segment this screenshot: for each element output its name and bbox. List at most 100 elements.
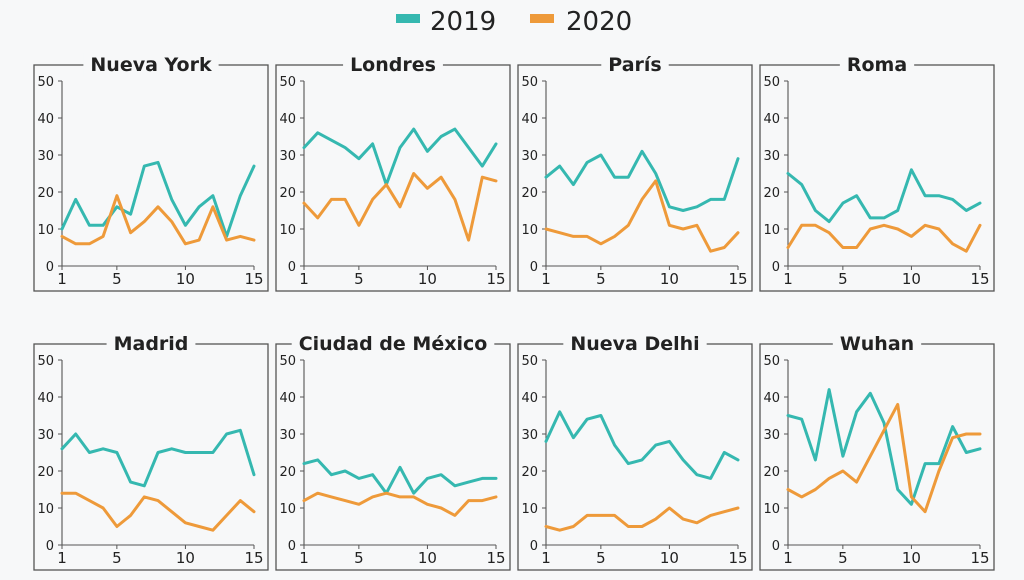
series-line-2019 xyxy=(302,127,498,187)
y-tick-label: 20 xyxy=(37,186,54,201)
x-tick-label: 15 xyxy=(244,549,263,567)
x-tick-label: 15 xyxy=(970,270,989,288)
y-tick-label: 10 xyxy=(279,223,296,238)
panel-frame xyxy=(517,64,753,292)
series-line-2020 xyxy=(60,491,256,532)
x-tick-label: 5 xyxy=(596,270,606,288)
panel-title-backdrop xyxy=(291,332,495,356)
panel-title: París xyxy=(608,54,661,76)
panel-frame xyxy=(759,343,995,571)
x-tick-label: 1 xyxy=(299,270,309,288)
legend-swatch xyxy=(530,14,554,23)
x-tick-label: 15 xyxy=(728,549,747,567)
x-tick-label: 15 xyxy=(244,270,263,288)
series-line-2020 xyxy=(60,194,256,246)
y-tick-label: 10 xyxy=(37,223,54,238)
y-tick-label: 0 xyxy=(288,260,296,275)
x-tick-label: 15 xyxy=(486,549,505,567)
y-tick-label: 40 xyxy=(37,112,54,127)
y-tick-label: 30 xyxy=(521,428,538,443)
panel-title: Wuhan xyxy=(840,333,914,355)
series-line-2019 xyxy=(60,428,256,488)
x-tick-label: 10 xyxy=(660,549,679,567)
x-tick-label: 1 xyxy=(541,549,551,567)
x-tick-label: 15 xyxy=(486,270,505,288)
legend-item: 2020 xyxy=(530,7,632,37)
y-tick-label: 20 xyxy=(521,186,538,201)
series-line-2019 xyxy=(786,168,982,224)
y-tick-label: 40 xyxy=(763,112,780,127)
panel-frame xyxy=(33,343,269,571)
x-tick-label: 15 xyxy=(728,270,747,288)
x-tick-label: 10 xyxy=(902,549,921,567)
y-tick-label: 20 xyxy=(521,465,538,480)
x-tick-label: 5 xyxy=(838,549,848,567)
x-tick-label: 1 xyxy=(299,549,309,567)
y-tick-label: 30 xyxy=(279,428,296,443)
y-tick-label: 40 xyxy=(279,391,296,406)
y-tick-label: 30 xyxy=(279,149,296,164)
panel-title: Madrid xyxy=(114,333,189,355)
y-tick-label: 50 xyxy=(37,75,54,90)
y-tick-label: 30 xyxy=(763,149,780,164)
y-tick-label: 50 xyxy=(521,75,538,90)
series-line-2020 xyxy=(544,179,740,253)
y-tick-label: 40 xyxy=(763,391,780,406)
y-tick-label: 10 xyxy=(763,223,780,238)
panel-title-backdrop xyxy=(106,332,196,356)
legend-label: 2020 xyxy=(566,7,632,37)
y-tick-label: 30 xyxy=(521,149,538,164)
panel-title-backdrop xyxy=(563,332,707,356)
y-tick-label: 0 xyxy=(288,539,296,554)
series-line-2020 xyxy=(302,491,498,517)
series-line-2019 xyxy=(544,149,740,212)
panel-title-backdrop xyxy=(83,53,219,77)
y-tick-label: 0 xyxy=(530,260,538,275)
x-tick-label: 1 xyxy=(57,270,67,288)
panel-title: Londres xyxy=(350,54,436,76)
panel-frame xyxy=(275,64,511,292)
y-tick-label: 50 xyxy=(279,75,296,90)
x-tick-label: 5 xyxy=(112,270,122,288)
y-tick-label: 50 xyxy=(521,354,538,369)
x-tick-label: 5 xyxy=(354,270,364,288)
y-tick-label: 50 xyxy=(279,354,296,369)
y-tick-label: 40 xyxy=(521,112,538,127)
panel-title-backdrop xyxy=(343,53,443,77)
x-tick-label: 10 xyxy=(176,549,195,567)
series-line-2020 xyxy=(786,402,982,514)
y-tick-label: 10 xyxy=(279,502,296,517)
y-tick-label: 20 xyxy=(279,186,296,201)
y-tick-label: 0 xyxy=(772,260,780,275)
series-line-2020 xyxy=(544,506,740,532)
y-tick-label: 10 xyxy=(521,223,538,238)
legend-item: 2019 xyxy=(396,7,496,37)
y-tick-label: 0 xyxy=(530,539,538,554)
y-tick-label: 30 xyxy=(37,428,54,443)
y-tick-label: 30 xyxy=(763,428,780,443)
panel-title-backdrop xyxy=(601,53,669,77)
y-tick-label: 10 xyxy=(763,502,780,517)
panel-title: Nueva Delhi xyxy=(570,333,699,355)
y-tick-label: 0 xyxy=(772,539,780,554)
series-line-2020 xyxy=(786,223,982,253)
y-tick-label: 10 xyxy=(37,502,54,517)
series-line-2019 xyxy=(786,388,982,506)
panel-title-backdrop xyxy=(832,332,922,356)
y-tick-label: 20 xyxy=(37,465,54,480)
panel-frame xyxy=(275,343,511,571)
panel-title: Nueva York xyxy=(90,54,212,76)
y-tick-label: 20 xyxy=(763,186,780,201)
y-tick-label: 40 xyxy=(521,391,538,406)
series-line-2019 xyxy=(302,458,498,495)
x-tick-label: 10 xyxy=(418,549,437,567)
y-tick-label: 50 xyxy=(763,354,780,369)
x-tick-label: 10 xyxy=(418,270,437,288)
y-tick-label: 30 xyxy=(37,149,54,164)
